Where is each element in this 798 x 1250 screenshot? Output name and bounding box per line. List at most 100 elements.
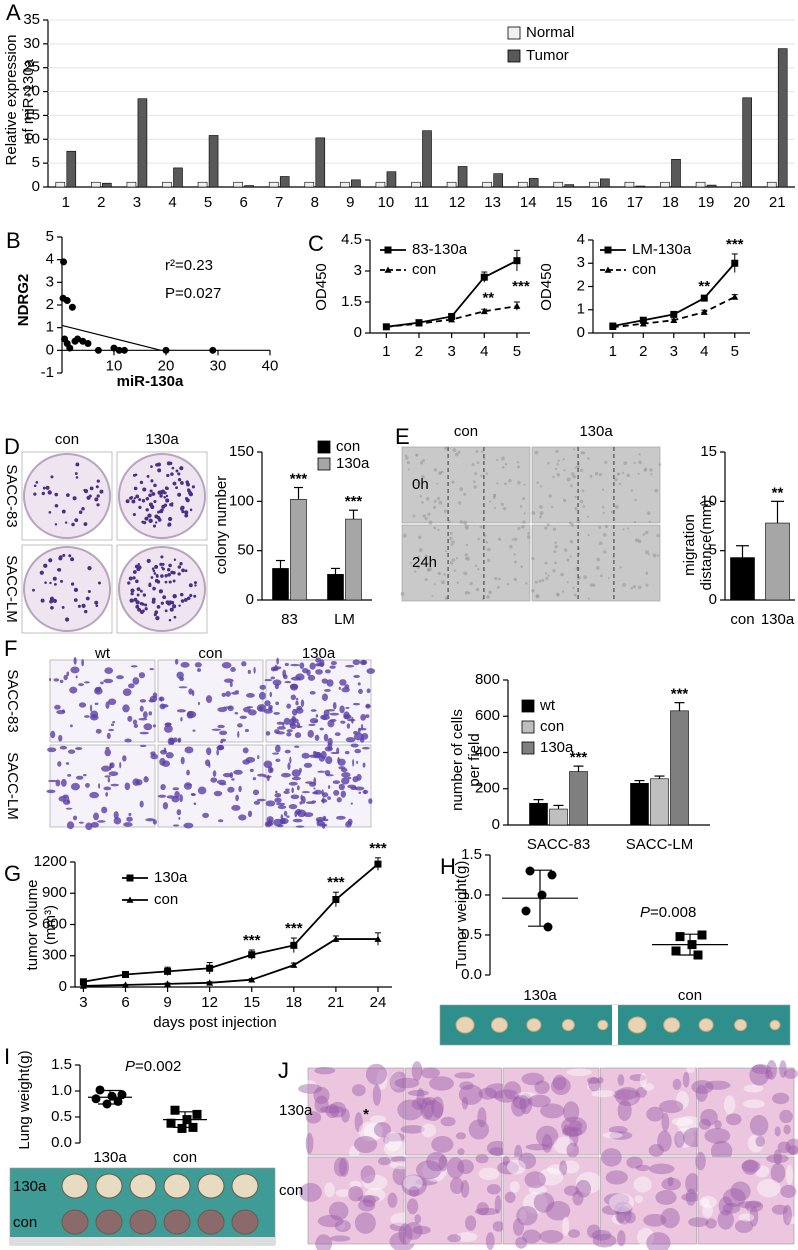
cell — [362, 789, 369, 795]
y-axis-title: number of cells — [449, 709, 466, 811]
photo-frame — [600, 1156, 697, 1245]
cell — [256, 798, 266, 802]
tissue — [562, 1216, 570, 1237]
x-tick-label: 10 — [106, 357, 123, 374]
marker — [537, 890, 547, 900]
cell — [516, 461, 520, 464]
tissue — [702, 1204, 713, 1218]
annotation: P=0.027 — [165, 285, 221, 302]
colony — [167, 572, 171, 577]
cell — [545, 576, 549, 580]
tissue — [563, 1185, 580, 1196]
cell — [54, 704, 61, 710]
tissue — [527, 1094, 551, 1108]
marker — [290, 961, 298, 968]
cell — [305, 781, 314, 784]
photo-frame — [49, 744, 156, 828]
cell — [418, 547, 423, 552]
marker — [170, 1105, 180, 1115]
bar — [600, 178, 610, 188]
x-tick-label: 18 — [662, 194, 679, 211]
cell — [332, 780, 341, 785]
cell — [508, 478, 512, 483]
y-tick-label: 0 — [354, 324, 362, 341]
cell — [432, 505, 437, 509]
cell — [511, 538, 514, 541]
colony — [164, 580, 168, 584]
tissue — [722, 1202, 741, 1214]
colony — [54, 504, 59, 508]
cell — [339, 679, 347, 686]
colony — [159, 509, 164, 514]
cell — [427, 567, 432, 572]
cell — [265, 731, 271, 736]
x-tick-label: 24 — [370, 994, 387, 1011]
cell — [241, 661, 247, 667]
cell — [649, 468, 653, 472]
y-tick-label: 10 — [700, 492, 717, 509]
panel-label: H — [440, 854, 456, 879]
x-tick-label: 4 — [480, 343, 488, 360]
tissue — [349, 1145, 360, 1160]
y-tick-label: 4.5 — [341, 231, 362, 248]
cell — [413, 570, 417, 573]
panel-label: J — [278, 1058, 289, 1083]
colony — [81, 603, 86, 608]
tissue — [685, 1188, 697, 1206]
cell — [290, 676, 301, 681]
x-axis-title: days post injection — [153, 1014, 276, 1031]
tissue — [422, 1159, 447, 1182]
tissue — [503, 1081, 522, 1100]
colony — [60, 579, 64, 583]
tissue — [305, 1132, 314, 1154]
colony — [161, 492, 164, 495]
x-tick-label: 10 — [378, 194, 395, 211]
cell — [431, 595, 434, 598]
cell — [89, 704, 93, 712]
cell — [638, 460, 642, 465]
cell — [598, 541, 603, 546]
colony — [148, 518, 153, 524]
cell — [145, 818, 155, 822]
colony — [164, 574, 168, 578]
tissue — [465, 1215, 477, 1231]
tissue — [511, 1096, 527, 1117]
tissue — [568, 1120, 583, 1132]
cell — [569, 539, 574, 544]
colony — [135, 494, 140, 499]
colony — [161, 562, 165, 566]
cell — [489, 500, 492, 503]
cell — [239, 715, 248, 719]
cell — [436, 496, 441, 501]
tumor — [526, 1018, 542, 1032]
tissue — [305, 1111, 322, 1124]
cell — [563, 469, 566, 472]
cell — [320, 750, 327, 759]
tissue — [390, 1071, 403, 1090]
y-axis-title: NDRG2 — [15, 274, 32, 327]
colony — [168, 563, 172, 568]
cell — [473, 485, 477, 489]
cell — [433, 526, 436, 529]
y-tick-label: 1 — [577, 301, 585, 318]
cell — [150, 751, 156, 756]
cell — [357, 682, 361, 686]
colony — [149, 489, 153, 493]
colony — [150, 479, 154, 483]
cell — [556, 593, 560, 597]
photo-frame — [401, 524, 531, 602]
colony — [153, 499, 157, 504]
legend-label: wt — [539, 697, 556, 714]
cell — [508, 544, 513, 549]
cell — [419, 461, 424, 465]
x-tick-label: con — [678, 987, 702, 1004]
tissue — [561, 1126, 583, 1137]
cell — [350, 802, 353, 805]
cell — [299, 767, 302, 773]
cell — [487, 558, 491, 563]
cell — [579, 499, 584, 504]
image-row-label: SACC-83 — [3, 464, 20, 527]
tissue — [324, 1182, 335, 1198]
legend-swatch — [521, 699, 535, 713]
cell — [336, 747, 340, 754]
